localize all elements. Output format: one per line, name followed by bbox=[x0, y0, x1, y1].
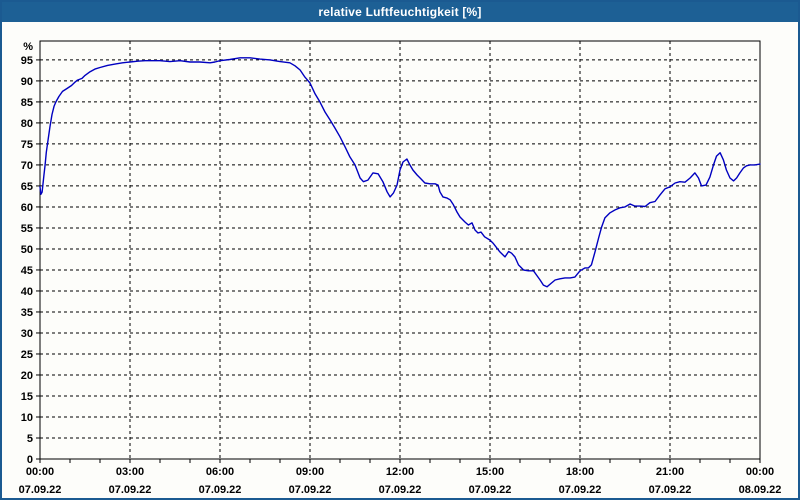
x-tick-date: 07.09.22 bbox=[199, 484, 242, 496]
y-tick-label: 90 bbox=[21, 76, 33, 88]
window-title: relative Luftfeuchtigkeit [%] bbox=[318, 5, 482, 19]
y-tick-label: 20 bbox=[21, 370, 33, 382]
y-tick-label: 15 bbox=[21, 391, 33, 403]
y-tick-label: 75 bbox=[21, 139, 33, 151]
y-tick-label: 60 bbox=[21, 202, 33, 214]
humidity-chart: 0 5 10 15 20 25 30 35 40 45 50 55 60 65 70 75 80 85 90 95% 0… bbox=[19, 40, 782, 496]
title-bar[interactable]: relative Luftfeuchtigkeit [%] bbox=[2, 2, 798, 22]
y-tick-label: 45 bbox=[21, 265, 33, 277]
x-tick-time: 21:00 bbox=[656, 466, 684, 478]
y-tick-label: 50 bbox=[21, 244, 33, 256]
x-tick-time: 09:00 bbox=[296, 466, 324, 478]
x-tick-date: 07.09.22 bbox=[379, 484, 422, 496]
y-tick-label: 95 bbox=[21, 55, 33, 67]
x-tick-date: 07.09.22 bbox=[649, 484, 692, 496]
y-axis-unit: % bbox=[23, 41, 33, 53]
x-tick-date: 07.09.22 bbox=[289, 484, 332, 496]
humidity-line bbox=[39, 57, 761, 288]
x-tick-time: 18:00 bbox=[566, 466, 594, 478]
x-tick-date: 07.09.22 bbox=[109, 484, 152, 496]
x-tick-date: 07.09.22 bbox=[469, 484, 512, 496]
x-tick-time: 12:00 bbox=[386, 466, 414, 478]
y-tick-label: 80 bbox=[21, 118, 33, 130]
x-tick-date: 07.09.22 bbox=[19, 484, 62, 496]
x-tick-time: 00:00 bbox=[26, 466, 54, 478]
x-tick-time: 15:00 bbox=[476, 466, 504, 478]
y-tick-label: 10 bbox=[21, 412, 33, 424]
y-tick-label: 35 bbox=[21, 307, 33, 319]
y-tick-label: 30 bbox=[21, 328, 33, 340]
y-tick-label: 55 bbox=[21, 223, 33, 235]
x-tick-time: 03:00 bbox=[116, 466, 144, 478]
y-tick-label: 70 bbox=[21, 160, 33, 172]
x-tick-time: 06:00 bbox=[206, 466, 234, 478]
y-tick-label: 5 bbox=[27, 433, 33, 445]
x-tick-date: 07.09.22 bbox=[559, 484, 602, 496]
chart-area: 0 5 10 15 20 25 30 35 40 45 50 55 60 65 70 75 80 85 90 95% 0… bbox=[2, 22, 798, 498]
x-tick-date: 08.09.22 bbox=[739, 484, 782, 496]
x-tick-time: 00:00 bbox=[746, 466, 774, 478]
y-tick-label: 85 bbox=[21, 97, 33, 109]
y-tick-label: 65 bbox=[21, 181, 33, 193]
y-tick-label: 40 bbox=[21, 286, 33, 298]
y-tick-label: 0 bbox=[27, 454, 33, 466]
y-tick-label: 25 bbox=[21, 349, 33, 361]
